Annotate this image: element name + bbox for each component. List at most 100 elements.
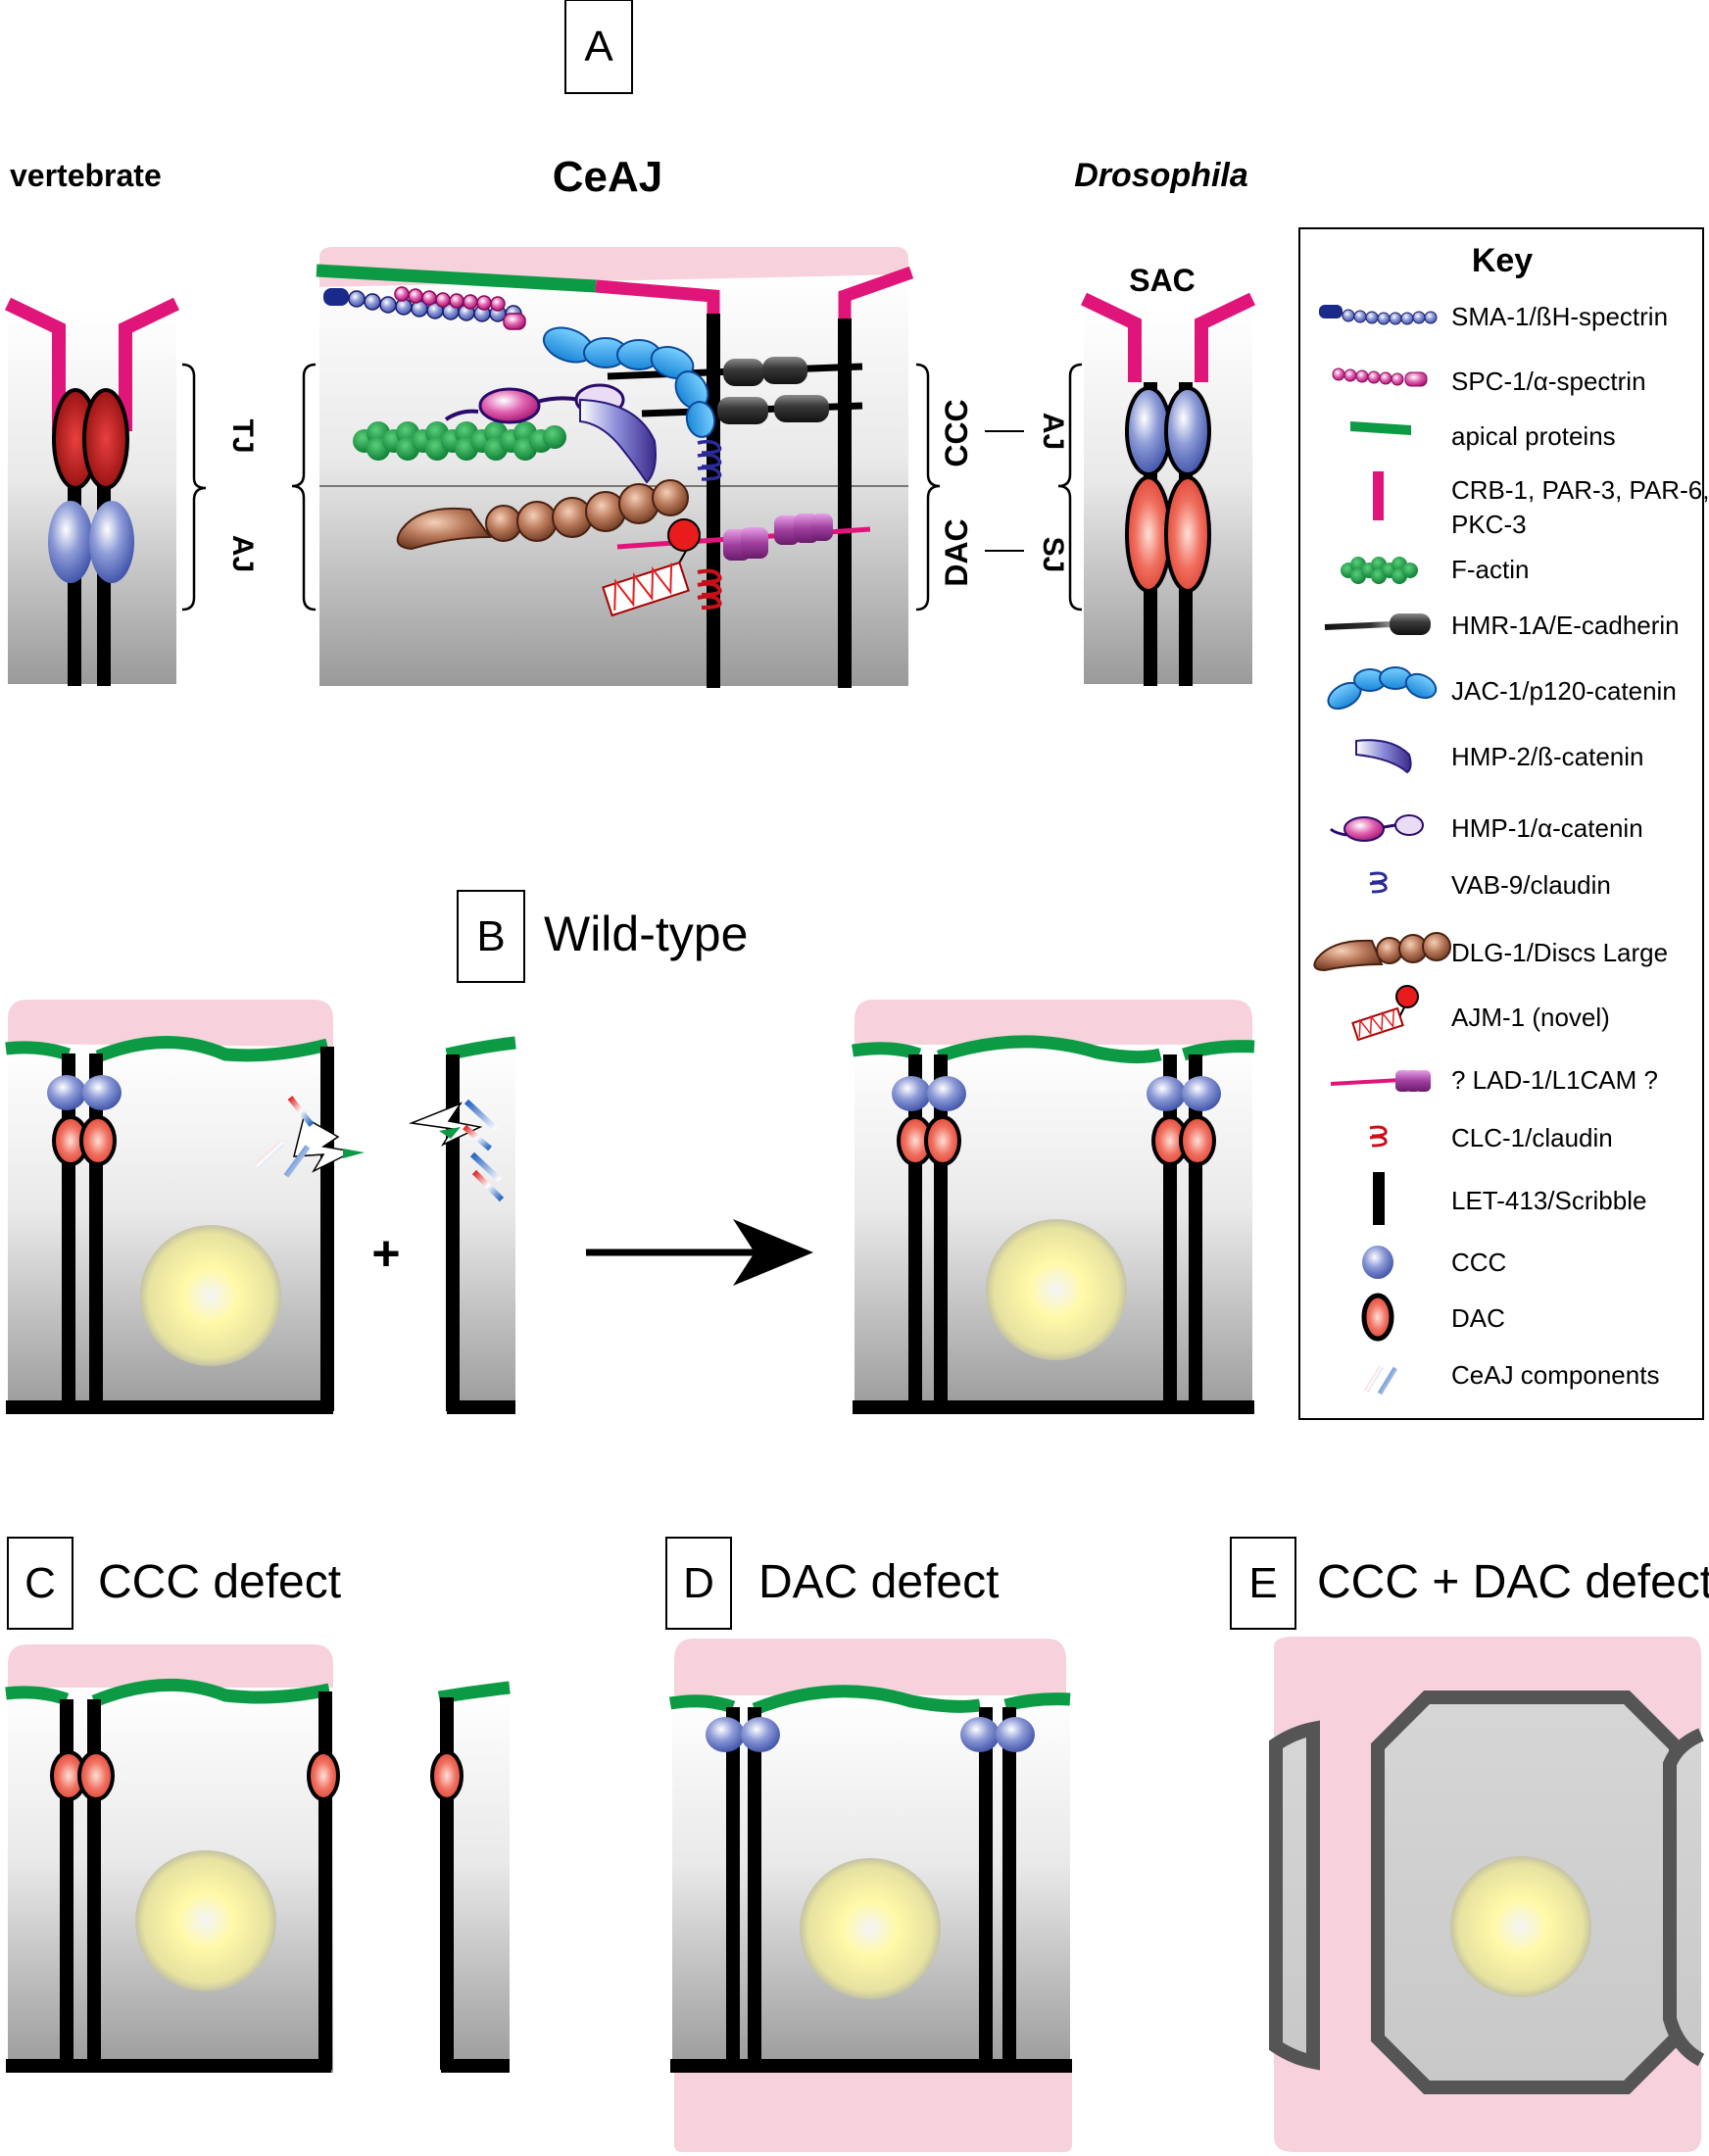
key-label-crb-par-pkc-2: PKC-3: [1451, 510, 1527, 539]
nucleus: [1450, 1856, 1591, 1997]
vertebrate-tj-right: [82, 388, 129, 490]
panel-a-letter: A: [584, 23, 613, 71]
key-item-alpha-spectrin: SPC-1/α-spectrin: [1332, 367, 1646, 396]
key-item-lad1: ? LAD-1/L1CAM ?: [1330, 1065, 1658, 1095]
panel-e: E CCC + DAC defect: [1230, 1537, 1709, 2152]
key-item-dac: DAC: [1361, 1293, 1505, 1342]
panel-b: B Wild-type: [5, 890, 1255, 1419]
vertebrate-aj-label: AJ: [226, 535, 259, 572]
key-label-ccc: CCC: [1451, 1248, 1506, 1277]
panel-a: A vertebrate CeAJ Drosophila TJ AJ: [4, 0, 1256, 688]
key-box: Key SMA-1/ßH-spectrin SPC-1/α-spectrin a…: [1298, 227, 1709, 1420]
ceaj-apical-proteins: [316, 264, 597, 293]
drosophila-aj-right: [1164, 386, 1211, 476]
panel-d-letter-box: [665, 1537, 732, 1630]
ceaj-dlg1: [396, 479, 689, 551]
key-label-beta-catenin: HMP-2/ß-catenin: [1451, 742, 1644, 771]
panel-b-letter-box: [457, 890, 525, 983]
beta-spectrin-icon: [1319, 305, 1438, 325]
panel-c-letter-box: [7, 1537, 73, 1630]
drosophila-sj-label: SJ: [1037, 537, 1069, 573]
key-label-ajm1: AJM-1 (novel): [1451, 1003, 1610, 1032]
key-label-apical-proteins: apical proteins: [1451, 421, 1616, 451]
dac-icon: [1361, 1293, 1394, 1342]
key-label-crb-par-pkc: CRB-1, PAR-3, PAR-6,: [1451, 475, 1709, 505]
panel-e-title: CCC + DAC defect: [1317, 1556, 1709, 1608]
key-item-beta-catenin: HMP-2/ß-catenin: [1355, 739, 1644, 774]
key-label-dac: DAC: [1451, 1303, 1505, 1333]
key-label-clc1-claudin: CLC-1/claudin: [1451, 1123, 1613, 1152]
key-item-ajm1: AJM-1 (novel): [1351, 985, 1610, 1042]
f-actin-icon: [1341, 557, 1418, 584]
key-item-f-actin: F-actin: [1341, 555, 1529, 584]
p120-catenin-icon: [1327, 666, 1438, 710]
vertebrate-cells: [8, 312, 176, 684]
clc1-claudin-icon: [1369, 1125, 1388, 1148]
ceaj-cell: [319, 274, 908, 686]
drosophila-cells: [1084, 312, 1252, 684]
panel-d-letter: D: [683, 1559, 714, 1607]
key-item-ccc: CCC: [1362, 1246, 1506, 1279]
vertebrate-aj-left: [48, 501, 93, 583]
key-label-lad1: ? LAD-1/L1CAM ?: [1451, 1065, 1658, 1095]
drosophila-sac-label: SAC: [1129, 263, 1196, 298]
key-item-scribble: LET-413/Scribble: [1373, 1172, 1646, 1225]
panel-d-title: DAC defect: [758, 1556, 999, 1608]
wildtype-cell-result: [852, 1000, 1255, 1414]
panel-c-letter: C: [24, 1559, 56, 1607]
drosophila-sj-right: [1164, 475, 1211, 593]
ceaj-f-actin: [353, 421, 566, 461]
ceaj-ccc-label: CCC: [939, 399, 974, 466]
key-label-ceaj-components: CeAJ components: [1451, 1360, 1659, 1390]
vertebrate-brace: [181, 363, 207, 612]
vertebrate-tj-label: TJ: [226, 418, 259, 453]
key-label-alpha-spectrin: SPC-1/α-spectrin: [1451, 367, 1646, 396]
key-item-ceaj-components: CeAJ components: [1363, 1360, 1659, 1396]
scribble-icon: [1373, 1172, 1385, 1225]
dac-defect-apical: [674, 1639, 1066, 1695]
vab9-claudin-icon: [1369, 871, 1388, 894]
ceaj-components-left: [254, 1096, 365, 1419]
key-label-cadherin: HMR-1A/E-cadherin: [1451, 611, 1680, 640]
ceaj-components-icon: [1363, 1364, 1398, 1396]
alpha-catenin-icon: [1329, 814, 1424, 842]
alpha-spectrin-icon: [1332, 368, 1428, 387]
drosophila-title: Drosophila: [1074, 157, 1248, 194]
ceaj-left-brace: [291, 363, 317, 612]
cadherin-icon: [1324, 613, 1431, 635]
arrow: [586, 1219, 813, 1286]
nucleus: [986, 1219, 1127, 1360]
nucleus: [135, 1850, 276, 1991]
nucleus: [140, 1225, 281, 1366]
vertebrate-aj-right: [89, 501, 134, 583]
key-item-beta-spectrin: SMA-1/ßH-spectrin: [1319, 302, 1668, 331]
vertebrate-title: vertebrate: [10, 158, 162, 193]
dac-defect-basal: [674, 2068, 1072, 2152]
key-item-crb-par-pkc: CRB-1, PAR-3, PAR-6, PKC-3: [1373, 471, 1709, 539]
ceaj-right-brace: [915, 363, 941, 612]
ceaj-lad1: [616, 514, 871, 561]
key-label-vab9-claudin: VAB-9/claudin: [1451, 870, 1611, 900]
panel-c: C CCC defect: [5, 1537, 511, 2073]
wildtype-cell-partial: [409, 1036, 516, 1414]
panel-e-letter: E: [1248, 1559, 1277, 1607]
panel-c-title: CCC defect: [98, 1556, 341, 1608]
apical-proteins-icon: [1350, 421, 1411, 435]
panel-b-title: Wild-type: [544, 906, 748, 961]
nucleus: [800, 1858, 941, 1999]
ceaj-crb-par: [595, 279, 720, 314]
ceaj-vab9: [697, 439, 722, 481]
ceaj-dac-label: DAC: [939, 518, 974, 586]
ceaj-junction: CCC DAC: [291, 247, 1024, 688]
ccc-dac-defect-cell-left: [1269, 1720, 1320, 2071]
key-label-p120-catenin: JAC-1/p120-catenin: [1451, 676, 1677, 706]
dlg1-icon: [1313, 932, 1451, 972]
vertebrate-junction: TJ AJ: [4, 297, 259, 686]
key-item-cadherin: HMR-1A/E-cadherin: [1324, 611, 1680, 640]
drosophila-sj-left: [1125, 475, 1172, 593]
ceaj-cadherins: [607, 357, 863, 424]
ceaj-spectrin-chain: [323, 286, 526, 330]
panel-b-letter: B: [476, 912, 505, 960]
drosophila-aj-label: AJ: [1037, 413, 1069, 450]
